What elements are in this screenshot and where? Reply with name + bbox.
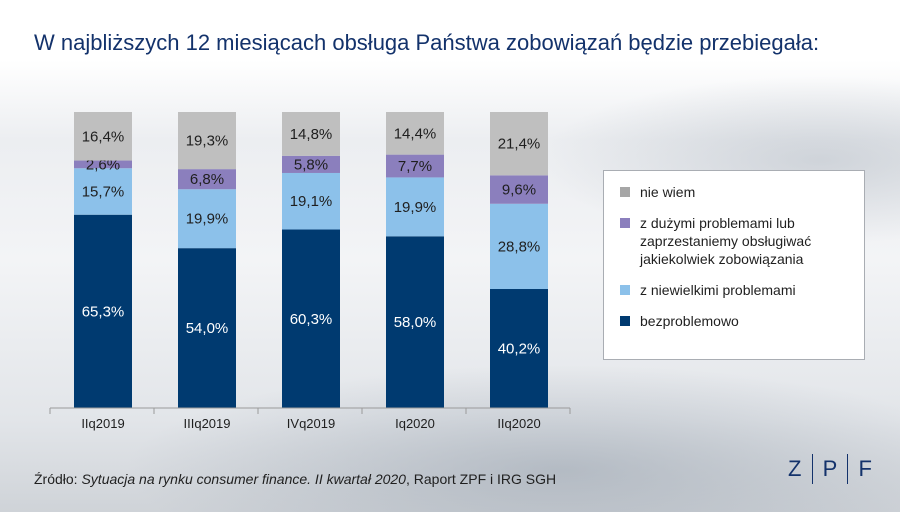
source-suffix: , Raport ZPF i IRG SGH [405, 471, 557, 487]
data-label: 9,6% [502, 182, 536, 199]
x-tick-label: IIIq2019 [184, 416, 231, 431]
legend-label: bezproblemowo [640, 313, 739, 329]
legend: nie wiem z dużymi problemami lub zaprzes… [603, 170, 865, 360]
bar-segment [74, 214, 132, 408]
data-label: 28,8% [498, 238, 541, 255]
x-tick-label: Iq2020 [395, 416, 435, 431]
data-label: 2,6% [86, 156, 120, 173]
legend-item-bezproblemowo: bezproblemowo [620, 312, 854, 330]
bar-segment [386, 177, 444, 237]
legend-item-niewielkie-problemy: z niewielkimi problemami [620, 281, 854, 299]
legend-swatch [620, 187, 630, 197]
legend-label: z dużymi problemami lub zaprzestaniemy o… [640, 215, 812, 267]
bar-segment [282, 172, 340, 230]
data-label: 15,7% [82, 183, 125, 200]
legend-swatch [620, 316, 630, 326]
bar-segment [74, 168, 132, 215]
bar-segment [490, 175, 548, 204]
data-label: 6,8% [190, 171, 224, 188]
data-label: 19,9% [394, 199, 437, 216]
bar-segment [178, 189, 236, 249]
logo-separator [811, 454, 813, 484]
bar-segment [178, 112, 236, 170]
data-label: 19,1% [290, 193, 333, 210]
legend-item-duze-problemy: z dużymi problemami lub zaprzestaniemy o… [620, 214, 854, 268]
bar-segment [386, 112, 444, 155]
data-label: 40,2% [498, 341, 541, 358]
data-label: 5,8% [294, 156, 328, 173]
bar-segment [386, 154, 444, 178]
legend-item-nie-wiem: nie wiem [620, 183, 854, 201]
data-label: 14,4% [394, 125, 437, 142]
x-tick-label: IIq2020 [497, 416, 540, 431]
chart-title: W najbliższych 12 miesiącach obsługa Pań… [34, 30, 820, 55]
data-label: 60,3% [290, 311, 333, 328]
x-tick-label: IIq2019 [81, 416, 124, 431]
data-label: 7,7% [398, 158, 432, 175]
legend-label: z niewielkimi problemami [640, 282, 796, 298]
data-label: 21,4% [498, 136, 541, 153]
bar-segment [178, 248, 236, 408]
bar-segment [282, 155, 340, 173]
legend-swatch [620, 285, 630, 295]
bar-segment [490, 289, 548, 408]
bar-segment [490, 112, 548, 176]
bar-segment [74, 160, 132, 169]
source-note: Źródło: Sytuacja na rynku consumer finan… [34, 471, 556, 487]
x-tick-label: IVq2019 [287, 416, 335, 431]
data-label: 65,3% [82, 303, 125, 320]
zpf-logo: Z P F [788, 452, 872, 486]
bar-segment [178, 169, 236, 190]
legend-label: nie wiem [640, 184, 696, 200]
logo-letter: Z [788, 456, 802, 481]
bar-segment [386, 236, 444, 408]
x-axis: IIq2019 IIIq2019 IVq2019 Iq2020 IIq2020 [49, 407, 571, 431]
bar-segment [74, 112, 132, 161]
data-label: 14,8% [290, 126, 333, 143]
data-label: 58,0% [394, 314, 437, 331]
logo-letter: P [822, 456, 838, 481]
source-prefix: Źródło: [34, 471, 82, 487]
bar-segment [282, 229, 340, 408]
data-label: 19,3% [186, 133, 229, 150]
data-label: 16,4% [82, 128, 125, 145]
bars-group: 65,3% 15,7% 2,6% 16,4% 54,0% 19,9% 6,8% 19,3% 60… [74, 112, 548, 408]
bar-segment [282, 112, 340, 156]
logo-separator [847, 454, 849, 484]
source-title: Sytuacja na rynku consumer finance. II k… [81, 471, 406, 487]
legend-swatch [620, 218, 630, 228]
data-label: 54,0% [186, 320, 229, 337]
data-label: 19,9% [186, 211, 229, 228]
bar-segment [490, 203, 548, 290]
logo-letter: F [858, 456, 872, 481]
